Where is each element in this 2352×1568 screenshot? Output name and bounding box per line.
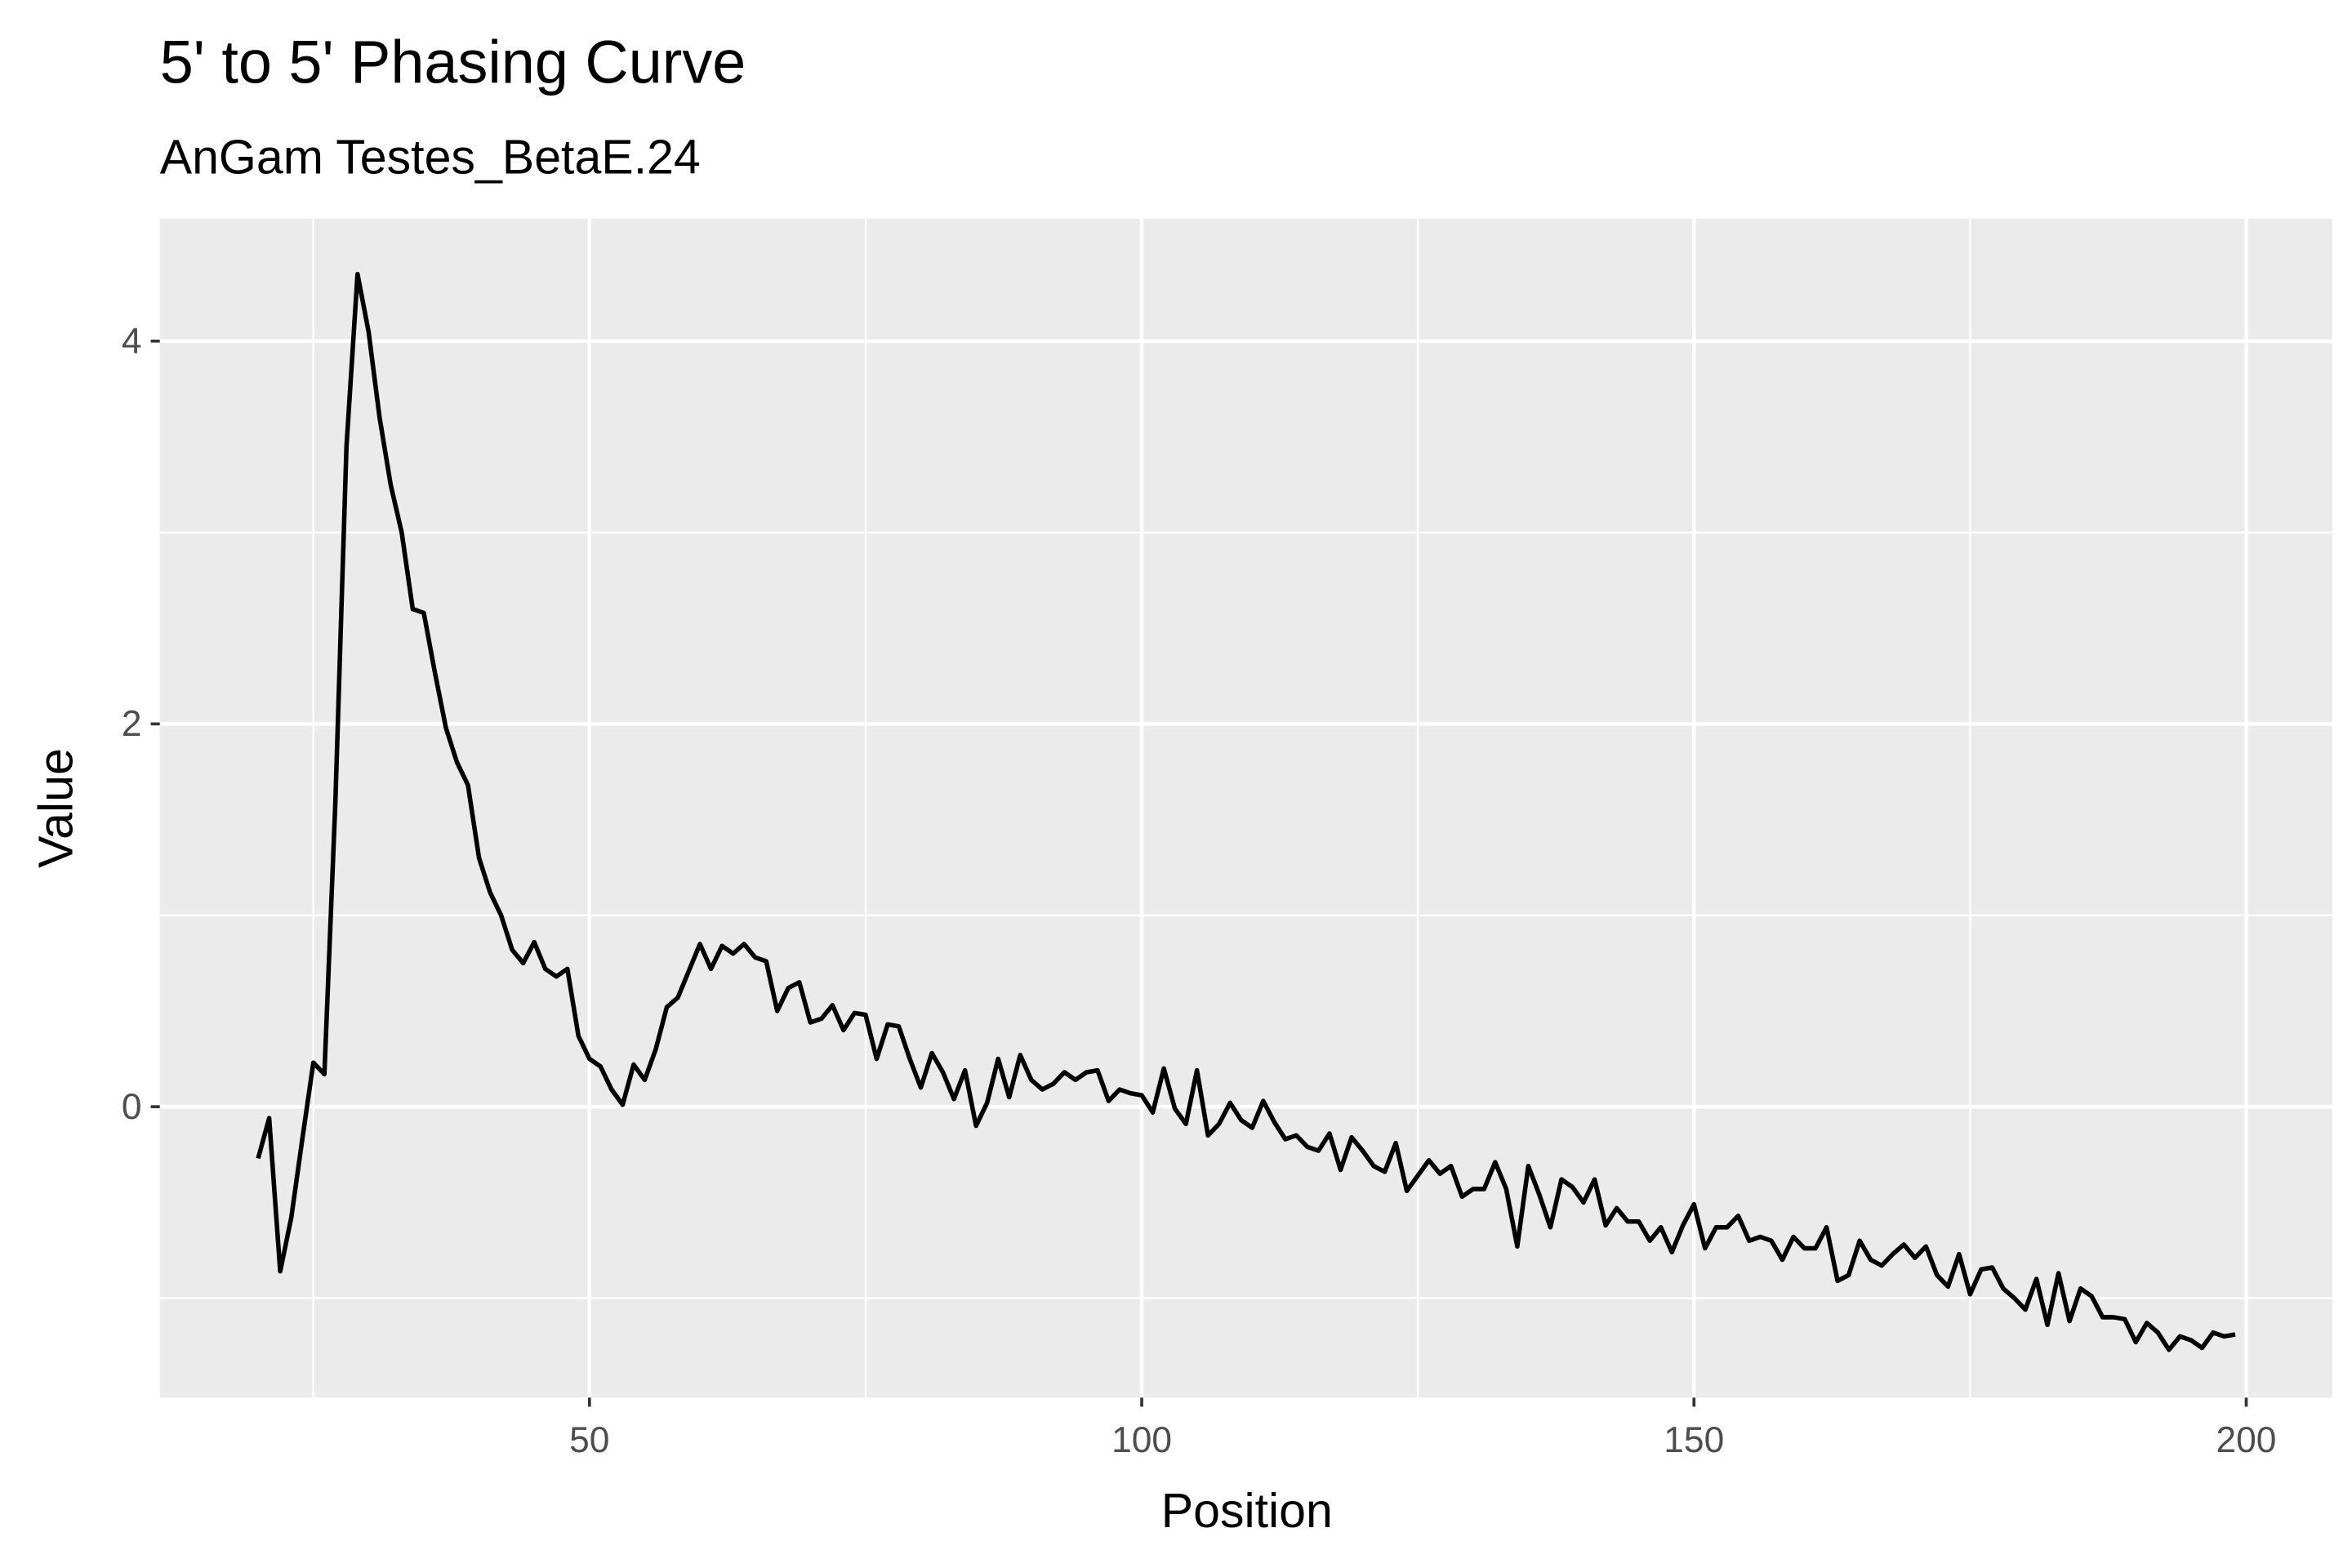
x-tick-label: 100	[1111, 1420, 1172, 1460]
x-tick-label: 50	[569, 1420, 609, 1460]
y-axis-title: Value	[29, 748, 83, 868]
chart-subtitle: AnGam Testes_BetaE.24	[160, 130, 701, 184]
data-line	[256, 271, 2236, 1352]
x-tick-label: 150	[1664, 1420, 1724, 1460]
y-tick-label: 0	[122, 1087, 142, 1127]
y-tick-label: 4	[122, 321, 142, 361]
plot-panel	[159, 218, 2332, 1398]
y-tick-label: 2	[122, 704, 142, 744]
x-axis-title: Position	[1161, 1484, 1333, 1538]
x-tick-label: 200	[2216, 1420, 2277, 1460]
chart-title: 5' to 5' Phasing Curve	[160, 29, 746, 96]
